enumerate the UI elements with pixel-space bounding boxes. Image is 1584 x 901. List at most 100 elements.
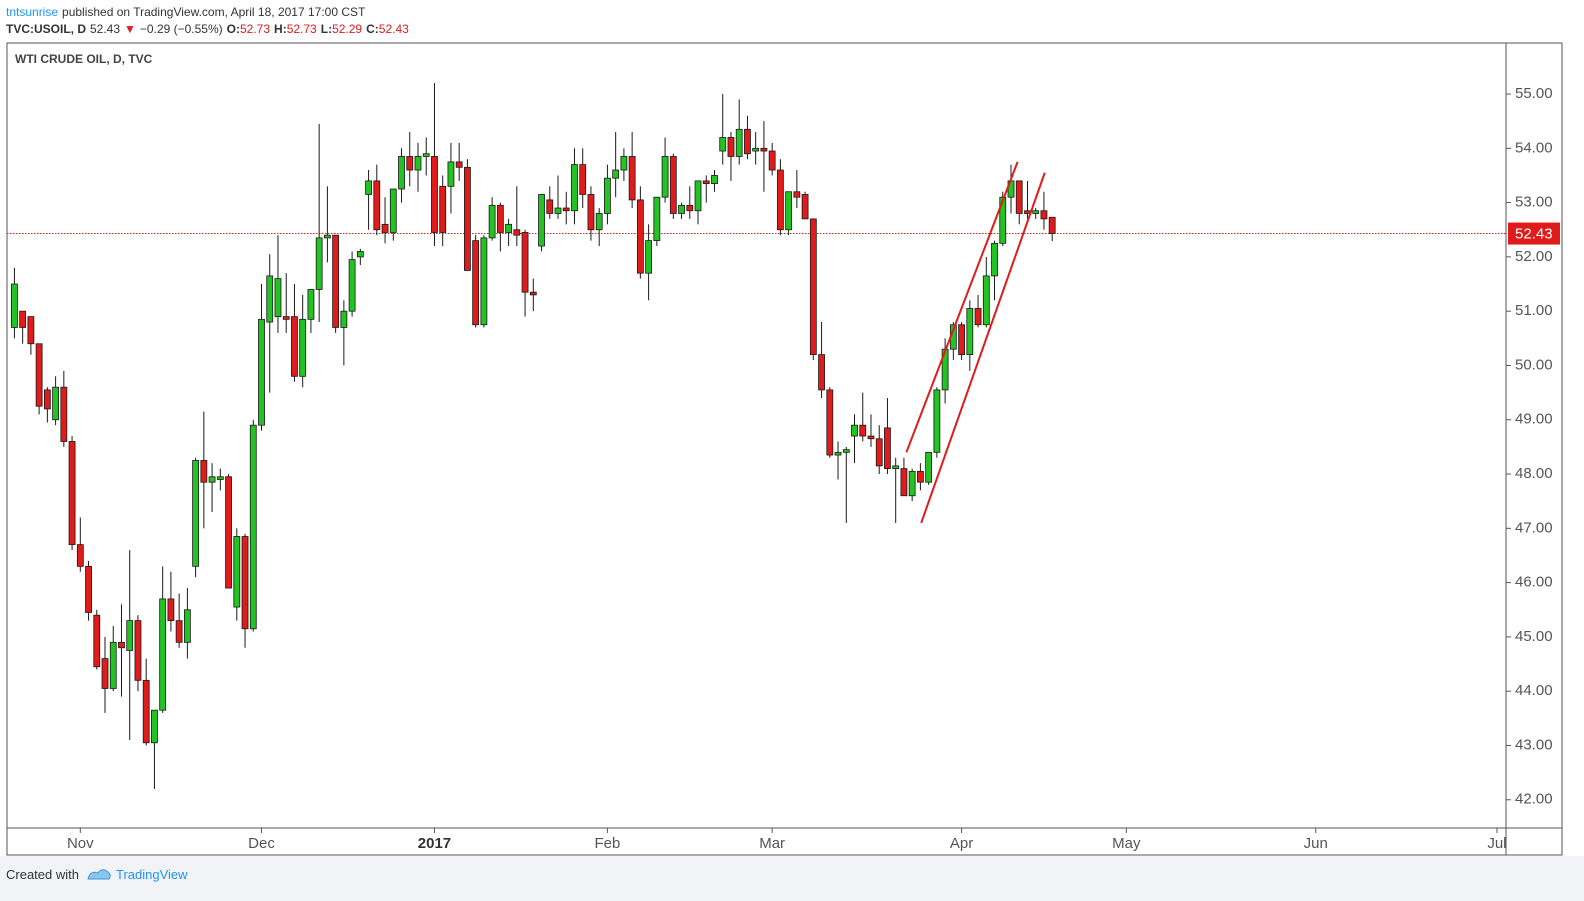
candle-body	[892, 465, 900, 470]
candle-body	[373, 180, 381, 231]
candle-body	[645, 240, 653, 274]
candle-body	[249, 424, 257, 630]
candle-body	[455, 161, 463, 168]
x-tick-label: Feb	[594, 835, 620, 852]
x-tick-label: Apr	[950, 835, 973, 852]
arrow: ▼	[124, 22, 136, 36]
candle-body	[982, 275, 990, 326]
last-price-box	[1508, 222, 1560, 245]
change: −0.29 (−0.55%)	[139, 22, 223, 36]
y-tick-label: 54.00	[1515, 139, 1553, 156]
candle-body	[208, 476, 216, 483]
candle-body	[356, 251, 364, 258]
o-label: O:	[226, 22, 240, 36]
candle-body	[291, 316, 298, 377]
candle-body	[801, 194, 809, 220]
high: 52.73	[286, 22, 317, 36]
candle-body	[496, 204, 504, 233]
candle-body	[678, 204, 685, 214]
candle-body	[93, 614, 101, 668]
low: 52.29	[332, 22, 363, 36]
candle-body	[686, 204, 694, 212]
candle-body	[628, 156, 636, 201]
trend-line	[905, 161, 1019, 453]
author[interactable]: tntsunrise	[6, 5, 59, 19]
candle-body	[917, 470, 924, 483]
candle-body	[785, 191, 793, 231]
y-tick-label: 53.00	[1515, 194, 1553, 211]
candle-body	[776, 169, 784, 231]
candle-body	[274, 278, 282, 318]
candle-body	[159, 598, 167, 711]
candle-body	[818, 354, 825, 391]
candle-body	[538, 194, 545, 247]
y-tick-label: 42.00	[1515, 791, 1553, 808]
symbol: TVC:USOIL, D	[6, 22, 86, 36]
last-price-label: 52.43	[1515, 226, 1553, 243]
candle-body	[834, 451, 842, 456]
candle-body	[546, 199, 554, 214]
candle-body	[793, 191, 801, 198]
l-label: L:	[320, 22, 333, 36]
candle-body	[431, 156, 438, 233]
price: 52.43	[90, 22, 121, 36]
candle-body	[571, 164, 578, 212]
candle-body	[875, 438, 883, 467]
candle-body	[604, 177, 611, 214]
candle-body	[398, 156, 405, 190]
candle-body	[1040, 210, 1048, 220]
y-tick-label: 43.00	[1515, 736, 1553, 753]
candle-body	[826, 389, 834, 456]
candle-body	[851, 424, 858, 437]
candle-body	[554, 207, 562, 214]
frame	[6, 42, 1563, 856]
candle-body	[175, 620, 183, 643]
candle-body	[307, 289, 315, 320]
candle-body	[118, 641, 125, 649]
logo	[87, 869, 111, 880]
y-tick-label: 49.00	[1515, 411, 1553, 428]
trend-line	[920, 172, 1046, 524]
y-tick-label: 45.00	[1515, 628, 1553, 645]
candle-body	[151, 709, 158, 744]
h-label: H:	[274, 22, 287, 36]
candle-body	[1032, 210, 1040, 214]
y-tick-label: 52.00	[1515, 248, 1553, 265]
candle-body	[867, 435, 875, 440]
candle-body	[464, 166, 471, 271]
candle-body	[480, 237, 488, 326]
candle-body	[233, 536, 241, 608]
candle-body	[348, 259, 356, 312]
candle-body	[134, 620, 142, 681]
candle-body	[620, 156, 628, 171]
close: 52.43	[378, 22, 409, 36]
candle-body	[299, 318, 307, 377]
x-tick-label: Jun	[1304, 835, 1328, 852]
candle-body	[422, 153, 430, 157]
x-tick-label: Nov	[67, 835, 94, 852]
candle-body	[216, 476, 224, 480]
candle-body	[241, 536, 249, 630]
candle-body	[414, 156, 422, 171]
candle-body	[439, 185, 447, 233]
y-tick-label: 50.00	[1515, 356, 1553, 373]
candle-body	[406, 156, 414, 171]
published: published on TradingView.com, April 18, …	[62, 5, 366, 19]
candle-body	[258, 318, 265, 426]
candle-body	[562, 207, 570, 212]
candle-body	[183, 609, 191, 643]
y-tick-label: 44.00	[1515, 682, 1553, 699]
candle-body	[744, 128, 751, 155]
candle-body	[126, 620, 134, 651]
candle-body	[60, 386, 68, 442]
candle-body	[381, 223, 389, 233]
candle-body	[43, 389, 51, 410]
x-tick-label: Dec	[248, 835, 275, 852]
candle-body	[702, 180, 710, 185]
brand[interactable]: TradingView	[116, 867, 188, 882]
candle-body	[974, 308, 982, 326]
candle-body	[908, 470, 916, 497]
y-tick-label: 55.00	[1515, 85, 1553, 102]
candle-body	[472, 240, 480, 326]
